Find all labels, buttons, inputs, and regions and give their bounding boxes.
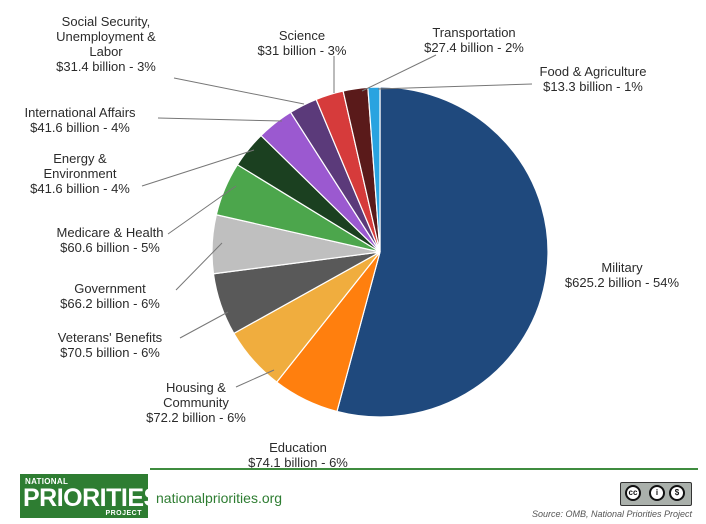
leader-line	[179, 311, 229, 339]
slice-label: Military $625.2 billion - 54%	[565, 260, 680, 290]
leader-line	[157, 117, 283, 122]
leader-line	[361, 54, 437, 92]
leader-line	[175, 242, 223, 291]
slice-label: Social Security, Unemployment & Labor $31.4…	[56, 14, 156, 74]
cc-icon: cc	[625, 485, 641, 501]
slice-label: Science $31 billion - 3%	[258, 28, 347, 58]
site-link[interactable]: nationalpriorities.org	[156, 490, 283, 506]
nc-icon: $	[669, 485, 685, 501]
logo-bottom-text: PROJECT	[105, 510, 142, 517]
slice-label: International Affairs $41.6 billion - 4%	[24, 105, 136, 135]
pie-slice-military[interactable]	[336, 86, 549, 418]
national-priorities-logo[interactable]: NATIONAL PRIORITIES PROJECT	[20, 474, 160, 518]
pie-slice-food-agriculture[interactable]	[367, 86, 381, 253]
footer-divider	[150, 468, 698, 470]
slice-label: Medicare & Health $60.6 billion - 5%	[57, 225, 164, 255]
slice-labels: Military $625.2 billion - 54% Education $74…	[24, 14, 679, 470]
leader-line	[235, 369, 275, 388]
leader-lines	[141, 54, 533, 388]
slice-label: Education $74.1 billion - 6%	[248, 440, 348, 470]
slice-label: Veterans' Benefits $70.5 billion - 6%	[58, 330, 163, 360]
slice-label: Housing & Community $72.2 billion - 6%	[146, 380, 246, 425]
slice-label: Energy & Environment $41.6 billion - 4%	[30, 151, 130, 196]
leader-line	[173, 77, 305, 105]
by-icon: i	[649, 485, 665, 501]
pie-slices	[211, 86, 549, 418]
leader-line	[141, 149, 255, 187]
source-note: Source: OMB, National Priorities Project	[531, 509, 692, 519]
slice-label: Government $66.2 billion - 6%	[60, 281, 160, 311]
slice-label: Food & Agriculture $13.3 billion - 1%	[540, 64, 647, 94]
logo-top-text: NATIONAL	[25, 477, 69, 486]
slice-label: Transportation $27.4 billion - 2%	[424, 25, 524, 55]
leader-line	[377, 83, 533, 90]
cc-license-badge[interactable]: cc i $	[620, 482, 692, 506]
logo-main-text: PRIORITIES	[23, 484, 160, 512]
leader-line	[167, 185, 237, 235]
